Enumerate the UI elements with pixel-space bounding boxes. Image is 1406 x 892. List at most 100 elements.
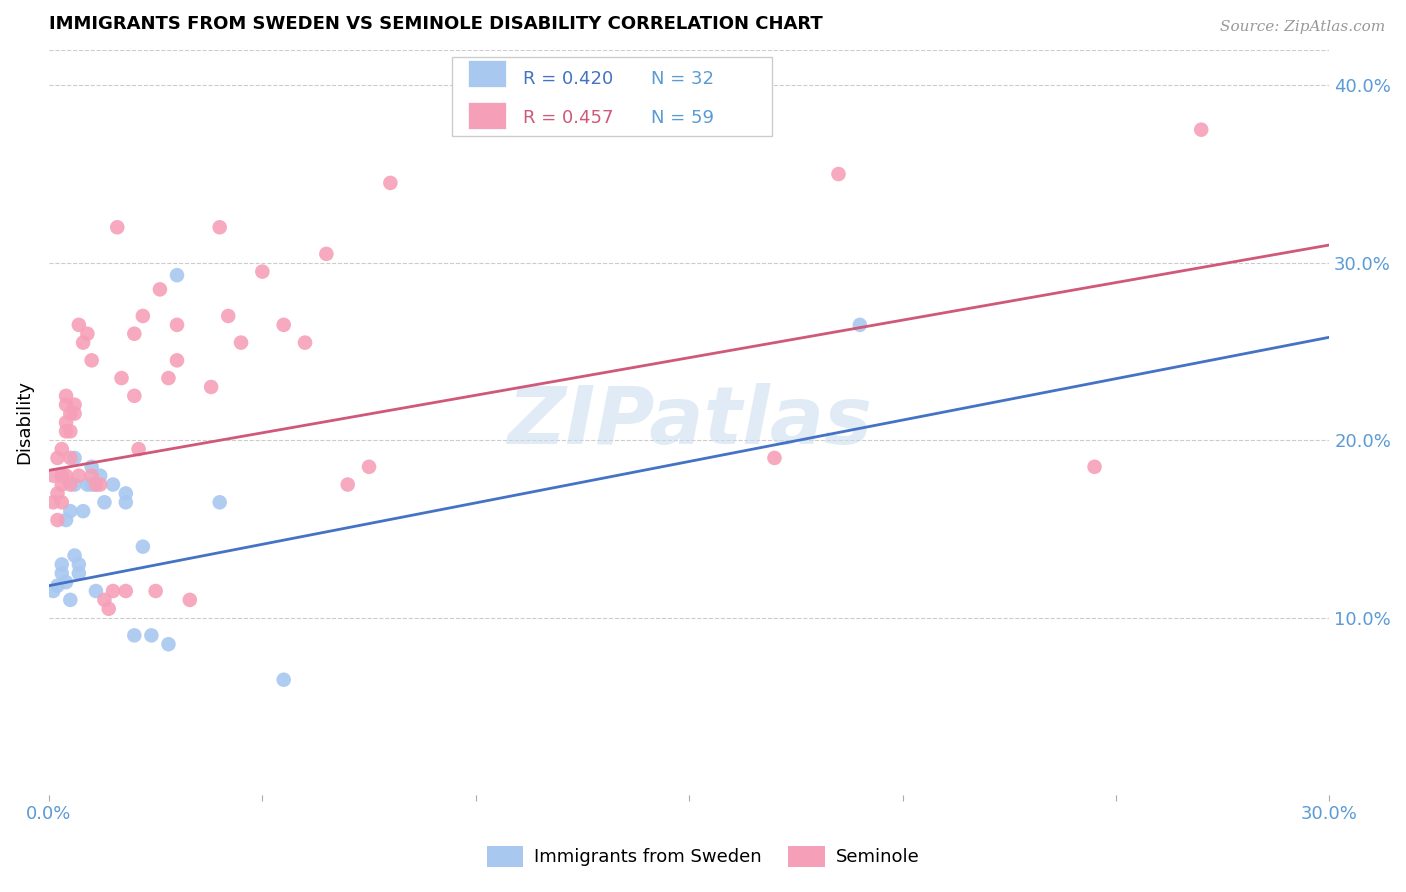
Point: [1189, 122, 1212, 136]
Point: [59, 407, 82, 421]
Point: [59, 425, 82, 439]
Point: [51, 477, 73, 491]
Point: [101, 477, 124, 491]
Point: [67, 468, 90, 483]
Point: [157, 371, 180, 385]
Point: [208, 495, 231, 509]
Point: [55, 575, 77, 590]
Point: [217, 309, 239, 323]
Point: [63, 549, 86, 563]
Y-axis label: Disability: Disability: [15, 381, 32, 465]
Text: R = 0.457: R = 0.457: [523, 110, 613, 128]
Point: [84, 584, 107, 599]
Point: [827, 167, 849, 181]
Bar: [468, 103, 506, 129]
Text: N = 59: N = 59: [651, 110, 714, 128]
Point: [63, 407, 86, 421]
Point: [141, 628, 163, 642]
Point: [63, 450, 86, 465]
Point: [336, 477, 359, 491]
Point: [157, 637, 180, 651]
Point: [89, 468, 111, 483]
Point: [145, 584, 167, 599]
Point: [51, 558, 73, 572]
Point: [55, 389, 77, 403]
Point: [67, 318, 90, 332]
Point: [105, 220, 128, 235]
Point: [380, 176, 402, 190]
Point: [101, 584, 124, 599]
Point: [46, 486, 69, 500]
Point: [97, 601, 120, 615]
Point: [128, 442, 150, 456]
Point: [51, 566, 73, 581]
Point: [849, 318, 872, 332]
Point: [166, 318, 188, 332]
Point: [80, 353, 103, 368]
Point: [42, 495, 65, 509]
Point: [114, 495, 136, 509]
Point: [72, 335, 94, 350]
Point: [76, 326, 98, 341]
Point: [179, 593, 201, 607]
Point: [55, 513, 77, 527]
Point: [51, 442, 73, 456]
Point: [55, 398, 77, 412]
Point: [67, 566, 90, 581]
Point: [166, 268, 188, 282]
Point: [200, 380, 222, 394]
Point: [273, 318, 295, 332]
Point: [357, 459, 380, 474]
Point: [252, 265, 274, 279]
Point: [315, 247, 337, 261]
Text: Source: ZipAtlas.com: Source: ZipAtlas.com: [1219, 20, 1385, 34]
Point: [55, 425, 77, 439]
Point: [42, 468, 65, 483]
Point: [63, 477, 86, 491]
FancyBboxPatch shape: [453, 57, 772, 136]
Point: [51, 468, 73, 483]
Point: [124, 628, 146, 642]
Point: [80, 477, 103, 491]
Point: [42, 584, 65, 599]
Point: [63, 398, 86, 412]
Point: [132, 540, 155, 554]
Point: [55, 468, 77, 483]
Point: [46, 450, 69, 465]
Point: [59, 477, 82, 491]
Point: [208, 220, 231, 235]
Point: [84, 477, 107, 491]
Point: [76, 477, 98, 491]
Point: [273, 673, 295, 687]
Point: [93, 593, 115, 607]
Point: [763, 450, 786, 465]
Point: [149, 282, 172, 296]
Point: [84, 477, 107, 491]
Point: [51, 495, 73, 509]
Point: [93, 495, 115, 509]
Point: [89, 477, 111, 491]
Bar: [468, 60, 506, 87]
Point: [294, 335, 316, 350]
Text: ZIPatlas: ZIPatlas: [506, 384, 872, 461]
Point: [55, 416, 77, 430]
Point: [124, 326, 146, 341]
Point: [46, 579, 69, 593]
Point: [114, 584, 136, 599]
Point: [110, 371, 132, 385]
Text: N = 32: N = 32: [651, 70, 714, 88]
Point: [1083, 459, 1105, 474]
Point: [80, 459, 103, 474]
Point: [114, 486, 136, 500]
Point: [132, 309, 155, 323]
Point: [80, 468, 103, 483]
Text: IMMIGRANTS FROM SWEDEN VS SEMINOLE DISABILITY CORRELATION CHART: IMMIGRANTS FROM SWEDEN VS SEMINOLE DISAB…: [49, 15, 823, 33]
Point: [67, 558, 90, 572]
Point: [72, 504, 94, 518]
Point: [166, 353, 188, 368]
Point: [46, 513, 69, 527]
Point: [59, 504, 82, 518]
Point: [229, 335, 252, 350]
Legend: Immigrants from Sweden, Seminole: Immigrants from Sweden, Seminole: [479, 838, 927, 874]
Point: [124, 389, 146, 403]
